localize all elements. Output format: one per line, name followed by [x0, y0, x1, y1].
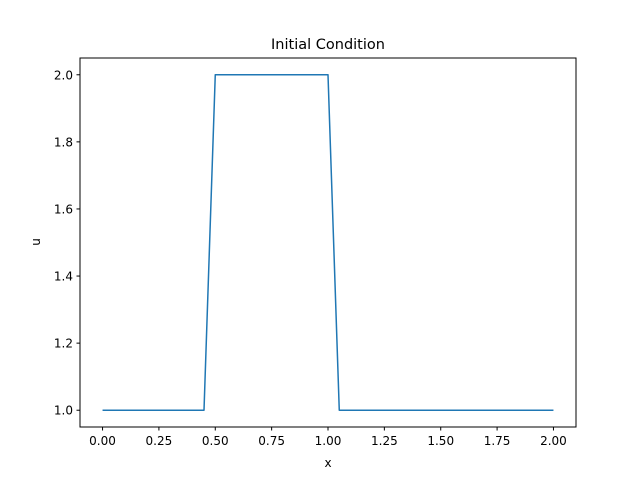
- x-axis-label: x: [324, 456, 331, 470]
- y-tick-label: 1.6: [54, 202, 73, 216]
- x-tick-label: 0.25: [146, 434, 173, 448]
- x-tick-label: 0.75: [258, 434, 285, 448]
- y-tick-label: 1.2: [54, 337, 73, 351]
- series-line-0: [102, 74, 554, 411]
- x-tick-label: 0.00: [89, 434, 116, 448]
- y-tick-label: 1.4: [54, 270, 73, 284]
- y-tick-label: 2.0: [54, 68, 73, 82]
- x-tick-label: 0.50: [202, 434, 229, 448]
- x-tick-label: 1.50: [427, 434, 454, 448]
- series-layer: [102, 74, 554, 411]
- y-tick-label: 1.8: [54, 135, 73, 149]
- y-axis-label: u: [29, 238, 43, 246]
- chart-title: Initial Condition: [271, 37, 385, 53]
- y-tick-label: 1.0: [54, 404, 73, 418]
- x-tick-label: 2.00: [540, 434, 567, 448]
- x-tick-label: 1.00: [315, 434, 342, 448]
- x-ticks: 0.00 0.25 0.50 0.75 1.00 1.25 1.50 1.75 2.00: [89, 427, 567, 448]
- x-tick-label: 1.25: [371, 434, 398, 448]
- x-tick-label: 1.75: [484, 434, 511, 448]
- y-ticks: 1.0 1.2 1.4 1.6 1.8 2.0: [54, 68, 80, 418]
